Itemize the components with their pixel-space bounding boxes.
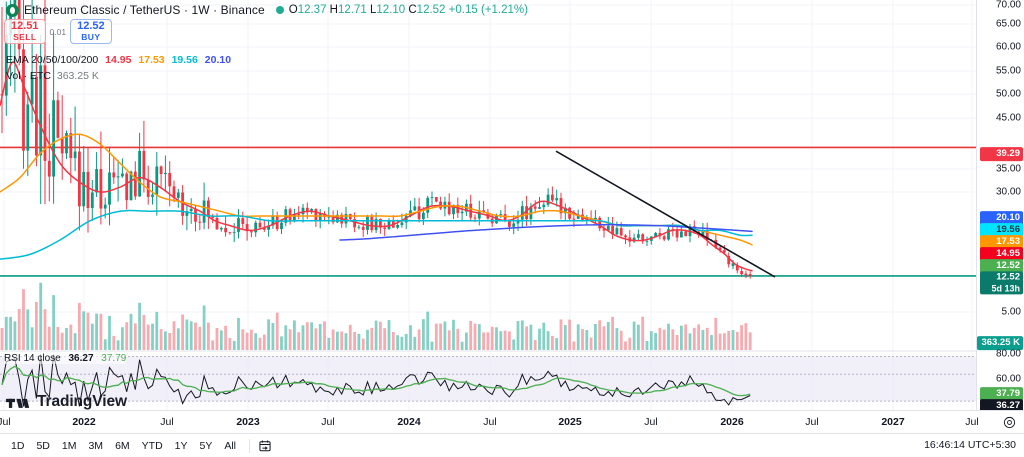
range-button-ytd[interactable]: YTD — [141, 439, 163, 452]
ema20-value: 14.95 — [105, 54, 132, 66]
time-tick-month: Jul — [805, 416, 819, 428]
price-tick: 30.00 — [995, 186, 1021, 198]
ema-legend-row[interactable]: EMA 20/50/100/200 14.95 17.53 19.56 20.1… — [6, 54, 231, 66]
market-open-dot-icon — [275, 6, 284, 14]
ema20-price-badge[interactable]: 14.95 — [980, 247, 1023, 261]
low-label: L — [369, 4, 377, 16]
high-value: 12.71 — [337, 4, 367, 16]
ema200-value: 20.10 — [204, 54, 232, 66]
range-button-1y[interactable]: 1Y — [174, 439, 188, 452]
ohlc-values: O12.37 H12.71 L12.10 C12.52 +0.15 (+1.21… — [289, 4, 528, 16]
etc-coin-icon — [6, 3, 19, 17]
time-tick-year: 2024 — [397, 416, 421, 428]
time-tick-month: Jul — [965, 416, 979, 428]
price-tick: 50.00 — [995, 88, 1021, 100]
price-tick: 70.00 — [995, 0, 1021, 11]
ema-indicator-name[interactable]: EMA 20/50/100/200 — [6, 54, 99, 66]
price-tick: 65.00 — [995, 18, 1021, 30]
rsi-scale-tick: 60.00 — [995, 373, 1021, 385]
symbol-legend-row[interactable]: Ethereum Classic / TetherUS · 1W · Binan… — [6, 3, 528, 17]
rsi-legend-row[interactable]: RSI 14 close 36.27 37.79 — [4, 353, 127, 364]
low-value: 12.10 — [376, 4, 406, 16]
volume-indicator-name[interactable]: Vol · ETC — [6, 70, 51, 82]
rsi-indicator-name[interactable]: RSI 14 close — [4, 353, 61, 364]
range-button-5d[interactable]: 5D — [36, 439, 50, 452]
buy-price: 12.52 — [77, 20, 105, 32]
range-button-5y[interactable]: 5Y — [199, 439, 213, 452]
price-tick: 35.00 — [995, 163, 1021, 175]
time-tick-month: Jul — [483, 416, 497, 428]
time-tick-month: Jul — [644, 416, 658, 428]
resistance-price-badge[interactable]: 39.29 — [980, 147, 1023, 161]
price-tick: 45.00 — [995, 112, 1021, 124]
range-button-3m[interactable]: 3M — [88, 439, 104, 452]
range-selector[interactable]: 1D 5D 1M 3M 6M YTD 1Y 5Y All — [6, 438, 241, 454]
range-button-1d[interactable]: 1D — [11, 439, 25, 452]
price-tick: 55.00 — [995, 65, 1021, 77]
toolbar-divider — [249, 438, 251, 453]
ema100-price-badge[interactable]: 19.56 — [980, 223, 1023, 237]
price-scale[interactable]: 70.00 65.00 60.00 55.00 50.00 45.00 35.00 30.00… — [976, 0, 1024, 413]
ema100-value: 19.56 — [171, 54, 198, 66]
sell-button[interactable]: 12.51 SELL — [4, 19, 46, 45]
tradingview-wordmark: TradingView — [37, 393, 127, 410]
price-tick: 60.00 — [995, 41, 1021, 53]
ema50-value: 17.53 — [138, 54, 165, 66]
clock-text[interactable]: 16:46:14 UTC+5:30 — [924, 439, 1016, 451]
bottom-toolbar[interactable]: 1D 5D 1M 3M 6M YTD 1Y 5Y All 16:46:14 UTC+5:30 — [0, 433, 1024, 457]
trade-buttons-row[interactable]: 12.51 SELL 0.01 12.52 BUY — [4, 19, 112, 45]
rsi-ma-badge[interactable]: 37.79 — [980, 387, 1023, 401]
support-price-badge[interactable]: 12.52 — [980, 259, 1023, 273]
time-tick-year: 2027 — [881, 416, 905, 428]
time-tick-year: 2023 — [236, 416, 260, 428]
close-value: 12.52 — [416, 4, 446, 16]
time-tick-year: 2025 — [558, 416, 582, 428]
rsi-value-badge[interactable]: 36.27 — [980, 399, 1023, 413]
volume-value: 363.25 K — [56, 70, 99, 82]
date-range-calendar-icon[interactable] — [258, 439, 272, 453]
rsi-value: 36.27 — [68, 353, 94, 364]
spread-value: 0.01 — [49, 26, 67, 37]
time-tick-year: 2026 — [720, 416, 744, 428]
sell-price: 12.51 — [11, 20, 39, 32]
volume-price-badge[interactable]: 363.25 K — [977, 336, 1023, 350]
range-button-1m[interactable]: 1M — [61, 439, 77, 452]
range-button-all[interactable]: All — [224, 439, 237, 452]
sell-label: SELL — [13, 31, 37, 42]
high-label: H — [329, 4, 338, 16]
current-price-value: 12.52 — [996, 271, 1020, 283]
price-tick: 5.00 — [1001, 306, 1021, 318]
time-tick-year: 2022 — [72, 416, 96, 428]
change-value: +0.15 (+1.21%) — [448, 4, 528, 16]
rsi-ma-value: 37.79 — [101, 353, 127, 364]
time-tick-month: Jul — [160, 416, 174, 428]
open-label: O — [288, 4, 298, 16]
time-scale[interactable]: Jul 2022 Jul 2023 Jul 2024 Jul 2025 Jul 2026 Jul 20… — [0, 410, 1024, 433]
time-tick-month: Jul — [321, 416, 335, 428]
buy-button[interactable]: 12.52 BUY — [70, 19, 112, 45]
range-button-6m[interactable]: 6M — [115, 439, 130, 452]
ema50-price-badge[interactable]: 17.53 — [980, 235, 1023, 249]
rsi-scale-tick: 80.00 — [995, 348, 1021, 360]
tradingview-watermark: TradingView — [6, 393, 127, 411]
timezone-gear-icon[interactable] — [1003, 416, 1016, 429]
volume-legend-row[interactable]: Vol · ETC 363.25 K — [6, 70, 99, 82]
buy-label: BUY — [81, 31, 101, 42]
ema200-price-badge[interactable]: 20.10 — [980, 211, 1023, 225]
current-price-badge[interactable]: 12.52 5d 13h — [980, 271, 1023, 295]
open-value: 12.37 — [297, 4, 327, 16]
tradingview-logo-icon — [6, 398, 30, 408]
bar-countdown: 5d 13h — [991, 283, 1020, 294]
time-tick-month: Jul — [0, 416, 11, 428]
symbol-title[interactable]: Ethereum Classic / TetherUS · 1W · Binan… — [24, 3, 265, 17]
close-label: C — [408, 4, 417, 16]
